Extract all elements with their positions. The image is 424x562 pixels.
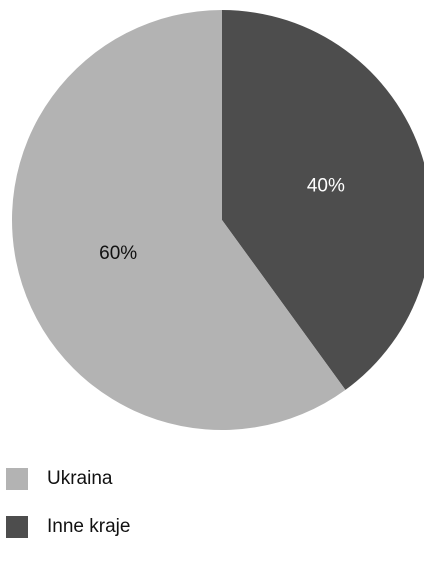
legend-item-ukraina: Ukraina xyxy=(6,466,130,492)
legend-item-inne-kraje: Inne kraje xyxy=(6,514,130,540)
legend-label-ukraina: Ukraina xyxy=(47,468,113,489)
pie-chart: 40% 60% xyxy=(12,10,424,430)
slice-value-label-ukraina: 60% xyxy=(99,243,137,264)
legend-swatch-inne-kraje xyxy=(6,516,28,538)
legend-label-inne-kraje: Inne kraje xyxy=(47,516,131,537)
legend-swatch-ukraina xyxy=(6,468,28,490)
pie-slices xyxy=(12,10,424,430)
pie-slice-inne-kraje xyxy=(222,10,424,390)
legend: Ukraina Inne kraje xyxy=(6,466,130,562)
slice-value-label-inne-kraje: 40% xyxy=(307,175,345,196)
pie-slice-ukraina xyxy=(12,10,346,430)
pie-slice-labels: 40% 60% xyxy=(99,175,345,263)
